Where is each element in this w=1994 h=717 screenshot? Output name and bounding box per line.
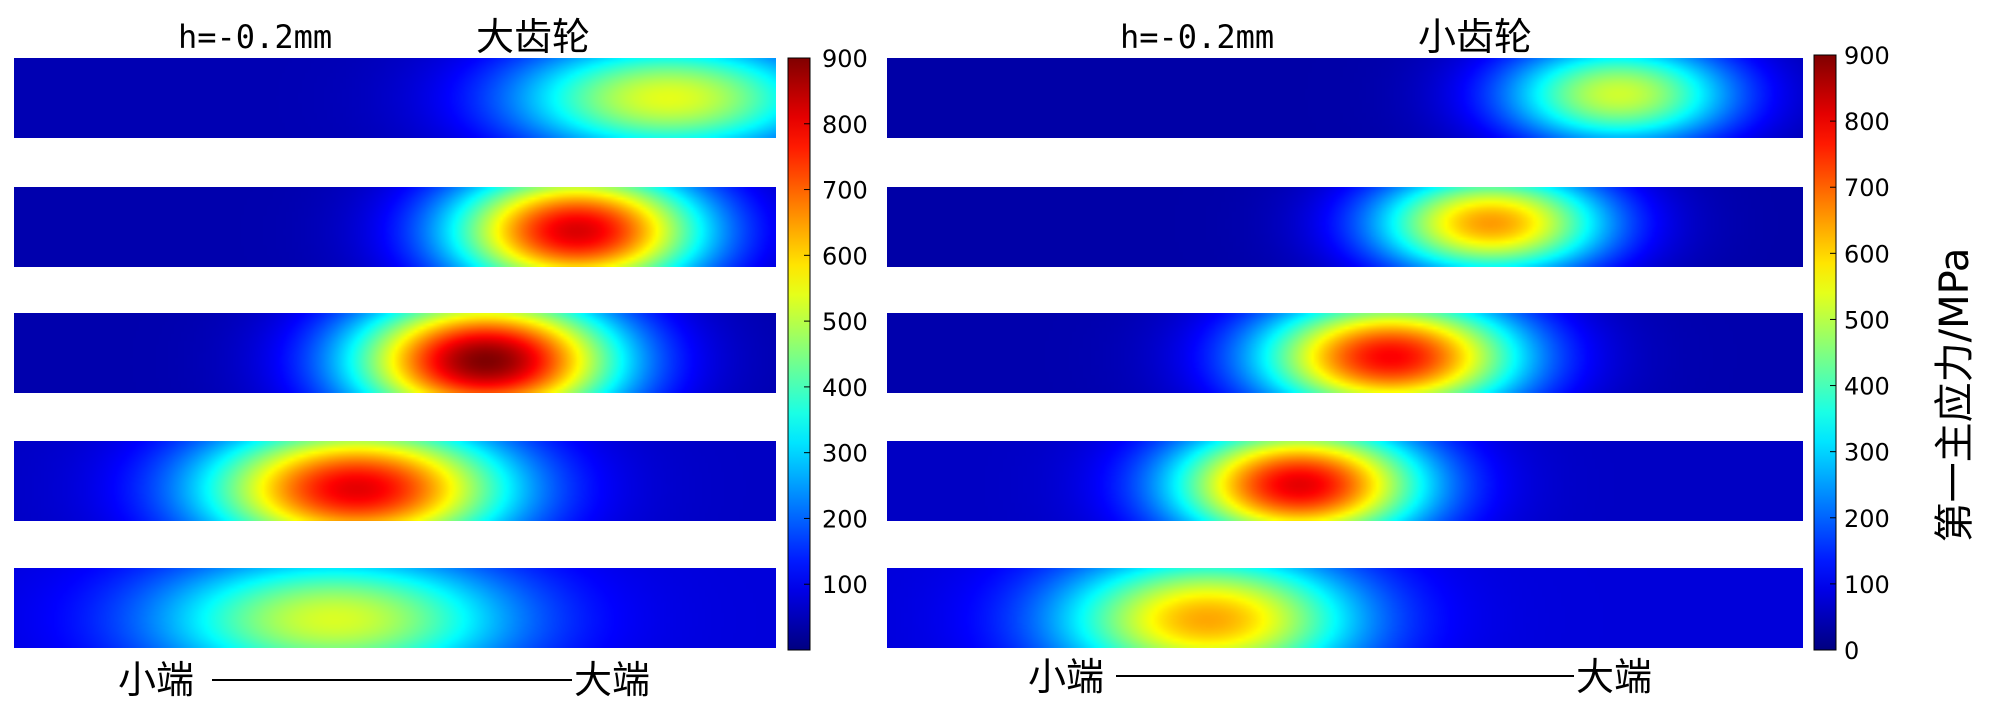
panel1-colorbar-tick-label: 400 <box>822 374 868 402</box>
panel2-colorbar-tick-label: 300 <box>1844 439 1890 467</box>
panel1-colorbar-tick-label: 800 <box>822 111 868 139</box>
panel2-strip-5 <box>887 568 1803 648</box>
panel1-strip-3 <box>14 313 776 393</box>
panel2-strip-3 <box>887 313 1803 393</box>
panel2-colorbar-tick-label: 100 <box>1844 571 1890 599</box>
panel1-strip-5 <box>14 568 776 648</box>
panel2-title-name: 小齿轮 <box>1418 15 1532 59</box>
panel2-colorbar-tick-label: 200 <box>1844 505 1890 533</box>
panel1-colorbar-tick-label: 700 <box>822 177 868 205</box>
panel1-colorbar: 100 200 300 400 500 600 700 800 900 <box>787 45 868 651</box>
panel1-x-left-label: 小端 <box>118 658 194 702</box>
panel2-title-param: h=-0.2mm <box>1120 18 1274 56</box>
panel1-colorbar-tick-label: 300 <box>822 440 868 468</box>
panel2-strip-2 <box>887 187 1803 267</box>
panel2-colorbar: 0 100 200 300 400 500 600 700 800 900 <box>1813 42 1890 665</box>
colorbar-label: 第一主应力/MPa <box>1932 248 1978 543</box>
panel2-x-right-label: 大端 <box>1576 655 1652 699</box>
panel2-colorbar-tick-label: 0 <box>1844 637 1859 665</box>
panel1-colorbar-gradient <box>787 57 811 651</box>
panel2-strip-4 <box>887 441 1803 521</box>
panel2-colorbar-tick-label: 400 <box>1844 373 1890 401</box>
panel1-colorbar-tick-label: 200 <box>822 505 868 533</box>
panel1-colorbar-tick-label: 100 <box>822 571 868 599</box>
panel2-colorbar-tick-label: 800 <box>1844 108 1890 136</box>
panel1-x-right-label: 大端 <box>574 658 650 702</box>
panel1-colorbar-tick-label: 500 <box>822 308 868 336</box>
panel1-strip-1 <box>14 58 776 138</box>
panel2-colorbar-gradient <box>1813 54 1837 651</box>
panel2-colorbar-tick-label: 500 <box>1844 306 1890 334</box>
panel1-strip-4 <box>14 441 776 521</box>
panel2-x-left-label: 小端 <box>1028 655 1104 699</box>
panel1-colorbar-tick-label: 600 <box>822 242 868 270</box>
panel2-colorbar-tick-label: 600 <box>1844 240 1890 268</box>
panel1-strip-2 <box>14 187 776 267</box>
strips-layer <box>14 58 1803 648</box>
panel1-title-name: 大齿轮 <box>476 15 590 59</box>
panel2-colorbar-tick-label: 900 <box>1844 42 1890 70</box>
panel1-title-param: h=-0.2mm <box>178 18 332 56</box>
panel1-colorbar-tick-label: 900 <box>822 45 868 73</box>
panel2-strip-1 <box>887 58 1803 138</box>
panel2-colorbar-tick-label: 700 <box>1844 174 1890 202</box>
